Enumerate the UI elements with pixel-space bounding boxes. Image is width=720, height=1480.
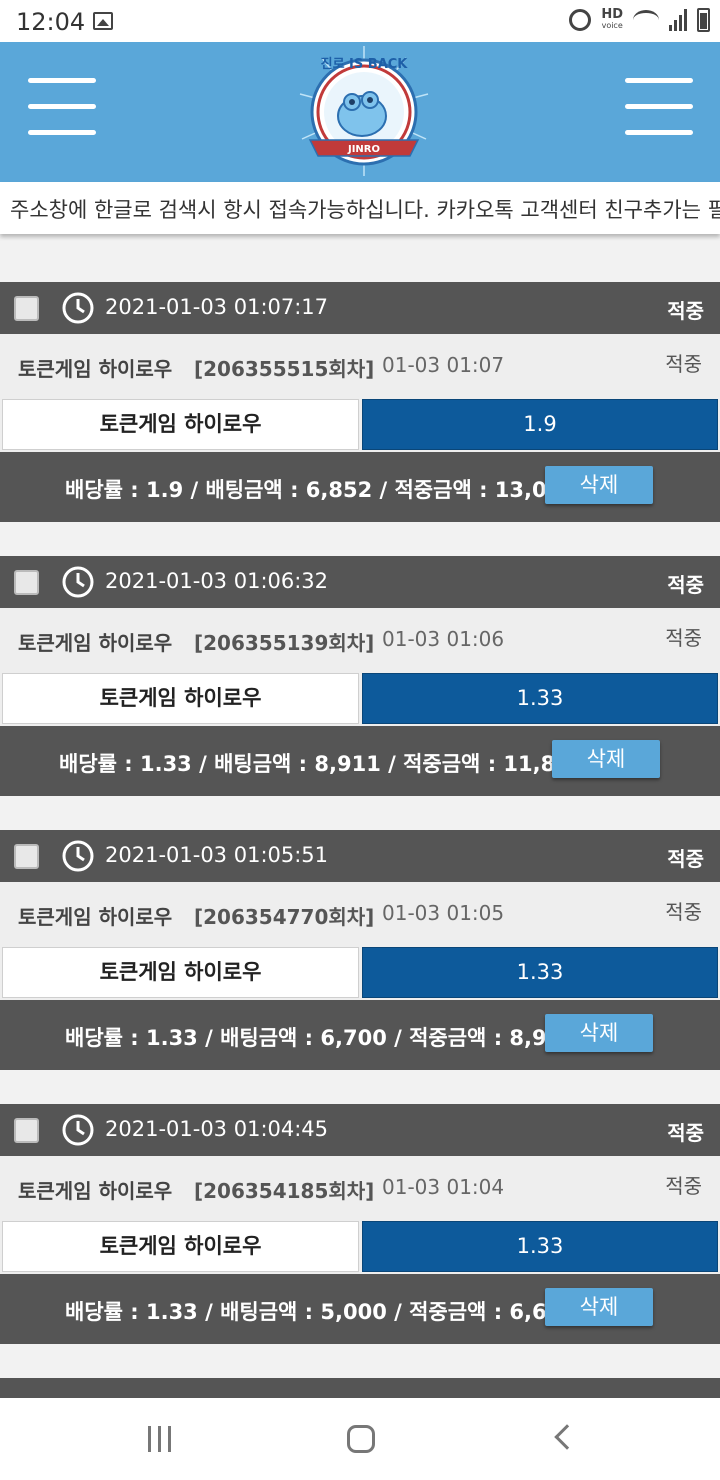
clock-icon bbox=[62, 292, 94, 324]
site-header: JINRO 진로 IS BACK bbox=[0, 42, 720, 182]
bet-summary: 배당률 : 1.33 / 배팅금액 : 8,911 / 적중금액 : 11,85… bbox=[59, 752, 585, 776]
pick-row: 토큰게임 하이로우 1.9 bbox=[0, 397, 720, 452]
bet-select-checkbox[interactable] bbox=[14, 844, 39, 869]
hd-label: HD bbox=[601, 7, 623, 22]
game-status: 적중 bbox=[665, 900, 702, 924]
bet-card-header: 2021-01-03 01:05:51 적중 bbox=[0, 830, 720, 882]
bet-summary-bar: 배당률 : 1.33 / 배팅금액 : 6,700 / 적중금액 : 8,911… bbox=[0, 1000, 720, 1070]
bet-status: 적중 bbox=[667, 573, 704, 597]
delete-button[interactable]: 삭제 bbox=[545, 1288, 653, 1326]
game-time: 01-03 01:05 bbox=[382, 901, 505, 925]
bet-select-checkbox[interactable] bbox=[14, 1118, 39, 1143]
bet-card: 2021-01-03 01:05:51 적중 토큰게임 하이로우 [206354… bbox=[0, 830, 720, 1070]
game-status: 적중 bbox=[665, 1174, 702, 1198]
bet-summary: 배당률 : 1.9 / 배팅금액 : 6,852 / 적중금액 : 13,019 bbox=[65, 478, 576, 502]
game-time: 01-03 01:06 bbox=[382, 627, 505, 651]
bet-summary: 배당률 : 1.33 / 배팅금액 : 6,700 / 적중금액 : 8,911 bbox=[65, 1026, 576, 1050]
bet-card: 2021-01-03 01:06:32 적중 토큰게임 하이로우 [206355… bbox=[0, 556, 720, 796]
left-menu-button[interactable] bbox=[28, 78, 96, 138]
gallery-notification-icon bbox=[93, 12, 113, 30]
clock-icon bbox=[62, 840, 94, 872]
logo-text-top: 진로 IS BACK bbox=[321, 56, 409, 72]
clock-icon bbox=[62, 566, 94, 598]
game-round: [206354185회차] bbox=[194, 1179, 375, 1203]
recents-icon[interactable] bbox=[146, 1426, 174, 1452]
game-time: 01-03 01:04 bbox=[382, 1175, 505, 1199]
bet-game-info: 토큰게임 하이로우 [206355515회차] 01-03 01:07 적중 bbox=[0, 334, 720, 397]
bet-summary-bar: 배당률 : 1.9 / 배팅금액 : 6,852 / 적중금액 : 13,019… bbox=[0, 452, 720, 522]
delete-button[interactable]: 삭제 bbox=[552, 740, 660, 778]
status-icons: HD voice bbox=[569, 8, 710, 32]
bet-status: 적중 bbox=[667, 847, 704, 871]
wifi-icon bbox=[633, 10, 659, 30]
game-status: 적중 bbox=[665, 626, 702, 650]
pick-name: 토큰게임 하이로우 bbox=[2, 947, 359, 998]
home-icon[interactable] bbox=[347, 1425, 375, 1453]
bet-summary-bar: 배당률 : 1.33 / 배팅금액 : 5,000 / 적중금액 : 6,650… bbox=[0, 1274, 720, 1344]
status-time: 12:04 bbox=[16, 8, 86, 36]
pick-odds: 1.33 bbox=[362, 947, 718, 998]
game-name: 토큰게임 하이로우 bbox=[18, 357, 173, 381]
bet-game-info: 토큰게임 하이로우 [206354185회차] 01-03 01:04 적중 bbox=[0, 1156, 720, 1219]
site-logo[interactable]: JINRO 진로 IS BACK bbox=[296, 44, 432, 178]
bet-select-checkbox[interactable] bbox=[14, 570, 39, 595]
bet-status: 적중 bbox=[667, 299, 704, 323]
bet-game-info: 토큰게임 하이로우 [206354770회차] 01-03 01:05 적중 bbox=[0, 882, 720, 945]
bet-game-info: 토큰게임 하이로우 [206355139회차] 01-03 01:06 적중 bbox=[0, 608, 720, 671]
pick-odds: 1.33 bbox=[362, 1221, 718, 1272]
bet-select-checkbox[interactable] bbox=[14, 296, 39, 321]
system-nav-bar bbox=[0, 1398, 720, 1480]
pick-odds: 1.33 bbox=[362, 673, 718, 724]
bet-card: 2021-01-03 01:07:17 적중 토큰게임 하이로우 [206355… bbox=[0, 282, 720, 522]
logo-text-bottom: JINRO bbox=[347, 144, 380, 155]
delete-button[interactable]: 삭제 bbox=[545, 1014, 653, 1052]
bet-card-header: 2021-01-03 01:06:32 적중 bbox=[0, 556, 720, 608]
pick-row: 토큰게임 하이로우 1.33 bbox=[0, 1219, 720, 1274]
game-name: 토큰게임 하이로우 bbox=[18, 1179, 173, 1203]
notice-marquee: 주소창에 한글로 검색시 항시 접속가능하십니다. 카카오톡 고객센터 친구추가… bbox=[0, 182, 720, 234]
clock-icon bbox=[62, 1114, 94, 1146]
pick-name: 토큰게임 하이로우 bbox=[2, 673, 359, 724]
right-menu-button[interactable] bbox=[625, 78, 693, 138]
pick-name: 토큰게임 하이로우 bbox=[2, 399, 359, 450]
bet-summary-bar: 배당률 : 1.33 / 배팅금액 : 8,911 / 적중금액 : 11,85… bbox=[0, 726, 720, 796]
signal-icon bbox=[669, 9, 687, 31]
game-name: 토큰게임 하이로우 bbox=[18, 631, 173, 655]
next-bet-card-partial bbox=[0, 1378, 720, 1398]
game-time: 01-03 01:07 bbox=[382, 353, 505, 377]
pick-odds: 1.9 bbox=[362, 399, 718, 450]
game-status: 적중 bbox=[665, 352, 702, 376]
bet-datetime: 2021-01-03 01:04:45 bbox=[105, 1117, 329, 1141]
bet-summary: 배당률 : 1.33 / 배팅금액 : 5,000 / 적중금액 : 6,650 bbox=[65, 1300, 576, 1324]
bet-card: 2021-01-03 01:04:45 적중 토큰게임 하이로우 [206354… bbox=[0, 1104, 720, 1344]
back-icon[interactable] bbox=[554, 1424, 580, 1450]
notice-text: 주소창에 한글로 검색시 항시 접속가능하십니다. 카카오톡 고객센터 친구추가… bbox=[10, 198, 720, 222]
game-round: [206354770회차] bbox=[194, 905, 375, 929]
game-name: 토큰게임 하이로우 bbox=[18, 905, 173, 929]
game-round: [206355515회차] bbox=[194, 357, 375, 381]
status-bar: 12:04 HD voice bbox=[0, 0, 720, 42]
bet-status: 적중 bbox=[667, 1121, 704, 1145]
battery-icon bbox=[697, 8, 710, 32]
bet-datetime: 2021-01-03 01:05:51 bbox=[105, 843, 329, 867]
pick-row: 토큰게임 하이로우 1.33 bbox=[0, 945, 720, 1000]
bet-datetime: 2021-01-03 01:06:32 bbox=[105, 569, 329, 593]
delete-button[interactable]: 삭제 bbox=[545, 466, 653, 504]
pick-row: 토큰게임 하이로우 1.33 bbox=[0, 671, 720, 726]
bet-card-header: 2021-01-03 01:04:45 적중 bbox=[0, 1104, 720, 1156]
bet-datetime: 2021-01-03 01:07:17 bbox=[105, 295, 329, 319]
alarm-icon bbox=[569, 9, 592, 31]
hd-sub-label: voice bbox=[601, 21, 623, 30]
game-round: [206355139회차] bbox=[194, 631, 375, 655]
pick-name: 토큰게임 하이로우 bbox=[2, 1221, 359, 1272]
hd-voice-icon: HD voice bbox=[601, 7, 623, 31]
bet-card-header: 2021-01-03 01:07:17 적중 bbox=[0, 282, 720, 334]
